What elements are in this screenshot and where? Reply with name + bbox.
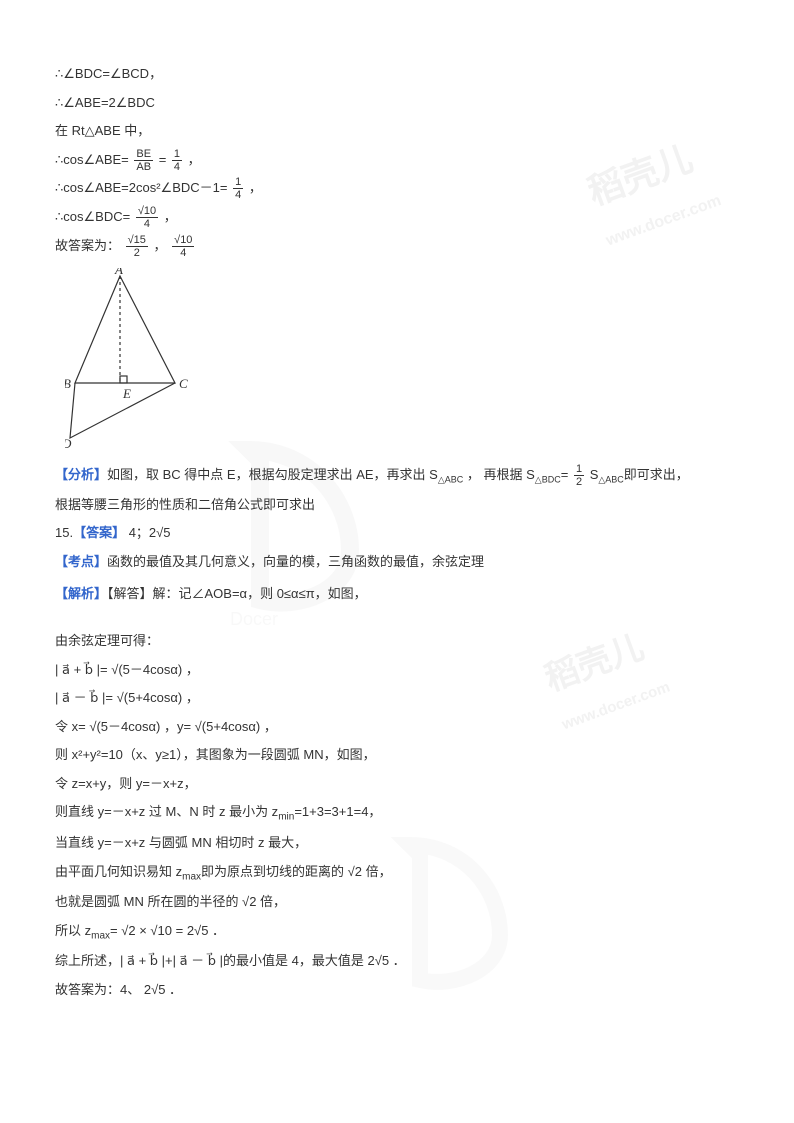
answer-label: 【答案】 — [73, 525, 125, 540]
fraction: 14 — [233, 176, 243, 201]
step-line: ∴cos∠ABE=2cos²∠BDC－1= 14 ， — [55, 174, 739, 203]
step-line: | a⃗ － b⃗ |= √(5+4cosα) ， — [55, 684, 739, 713]
answer-line: 故答案为： √152 ， √104 — [55, 232, 739, 261]
analysis-line: 根据等腰三角形的性质和二倍角公式即可求出 — [55, 491, 739, 520]
step-line: ∴cos∠BDC= √104 ， — [55, 203, 739, 232]
jiexi-label: 【解析】 — [55, 586, 107, 601]
fraction: 14 — [172, 148, 182, 173]
fraction: √104 — [136, 205, 158, 230]
vertex-label: C — [179, 376, 188, 391]
step-line: ∴cos∠ABE= BEAB = 14 ， — [55, 146, 739, 175]
step-line: 当直线 y=－x+z 与圆弧 MN 相切时 z 最大， — [55, 829, 739, 858]
step-line: 则 x²+y²=10（x、y≥1），其图象为一段圆弧 MN，如图， — [55, 741, 739, 770]
jiexi-block: 【解析】【解答】解：记∠AOB=α，则 0≤α≤π，如图， — [55, 580, 739, 609]
step-line: 故答案为：4、 2√5 ． — [55, 976, 739, 1005]
fraction: √104 — [172, 234, 194, 259]
step-line: ∴∠ABE=2∠BDC — [55, 89, 739, 118]
step-line: | a⃗ + b⃗ |= √(5－4cosα) ， — [55, 656, 739, 685]
step-line: 由平面几何知识易知 zmax即为原点到切线的距离的 √2 倍， — [55, 858, 739, 889]
step-line: 综上所述，| a⃗ + b⃗ |+| a⃗ － b⃗ |的最小值是 4，最大值是… — [55, 947, 739, 976]
vertex-label: A — [114, 268, 123, 277]
step-line: 在 Rt△ABE 中， — [55, 117, 739, 146]
answer-block: 15.【答案】 4；2√5 — [55, 519, 739, 548]
vertex-label: D — [65, 436, 72, 451]
kaodian-block: 【考点】函数的最值及其几何意义，向量的模，三角函数的最值，余弦定理 — [55, 548, 739, 577]
step-line: 所以 zmax= √2 × √10 = 2√5 ． — [55, 917, 739, 948]
step-line: 则直线 y=－x+z 过 M、N 时 z 最小为 zmin=1+3=3+1=4， — [55, 798, 739, 829]
fraction: BEAB — [134, 148, 153, 173]
vertex-label: B — [65, 376, 71, 391]
page-content: ∴∠BDC=∠BCD， ∴∠ABE=2∠BDC 在 Rt△ABE 中， ∴cos… — [55, 60, 739, 1005]
analysis-line: 【分析】如图，取 BC 得中点 E，根据勾股定理求出 AE，再求出 S△ABC … — [55, 461, 739, 490]
step-line: ∴∠BDC=∠BCD， — [55, 60, 739, 89]
triangle-diagram: A B C D E — [65, 268, 215, 453]
analysis-label: 【分析】 — [55, 467, 107, 482]
fraction: 12 — [574, 463, 584, 488]
fraction: √152 — [126, 234, 148, 259]
kaodian-label: 【考点】 — [55, 554, 107, 569]
step-line: 也就是圆弧 MN 所在圆的半径的 √2 倍， — [55, 888, 739, 917]
step-line: 由余弦定理可得： — [55, 627, 739, 656]
step-line: 令 x= √(5－4cosα) ，y= √(5+4cosα) ， — [55, 713, 739, 742]
step-line: 令 z=x+y，则 y=－x+z， — [55, 770, 739, 799]
vertex-label: E — [122, 386, 131, 401]
